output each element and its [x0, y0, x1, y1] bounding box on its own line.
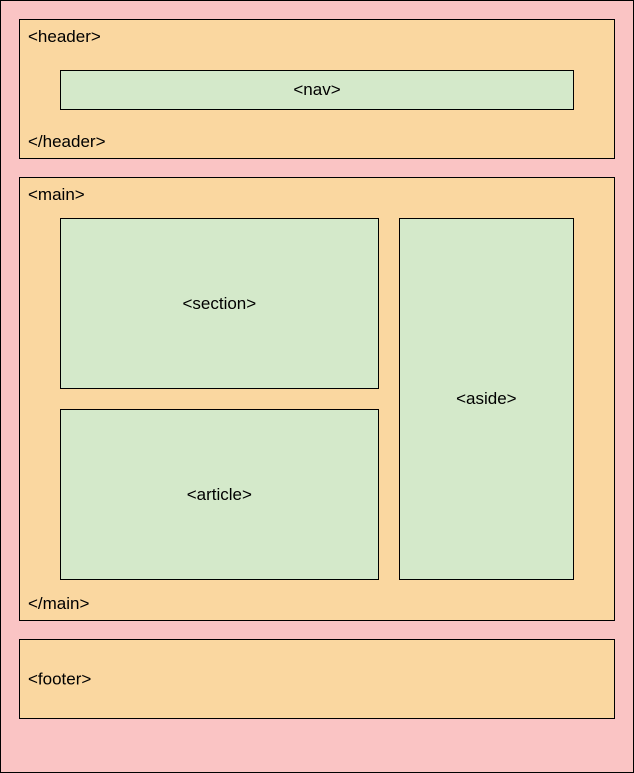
article-label: <article>	[187, 485, 252, 505]
section-block: <section>	[60, 218, 379, 389]
footer-open-tag: <footer>	[28, 671, 91, 688]
main-close-tag: </main>	[28, 595, 89, 612]
section-label: <section>	[182, 294, 256, 314]
header-close-tag: </header>	[28, 133, 106, 150]
aside-block: <aside>	[399, 218, 574, 580]
nav-label: <nav>	[293, 80, 340, 100]
main-right-column: <aside>	[399, 218, 574, 580]
footer-block: <footer>	[19, 639, 615, 719]
layout-diagram: <header> <nav> </header> <main> <section…	[0, 0, 634, 773]
main-content: <section> <article> <aside>	[60, 218, 574, 580]
article-block: <article>	[60, 409, 379, 580]
header-block: <header> <nav> </header>	[19, 19, 615, 159]
nav-block: <nav>	[60, 70, 574, 110]
main-left-column: <section> <article>	[60, 218, 379, 580]
header-open-tag: <header>	[28, 28, 101, 45]
main-open-tag: <main>	[28, 186, 85, 203]
main-block: <main> <section> <article> <aside> </mai…	[19, 177, 615, 621]
aside-label: <aside>	[456, 389, 517, 409]
